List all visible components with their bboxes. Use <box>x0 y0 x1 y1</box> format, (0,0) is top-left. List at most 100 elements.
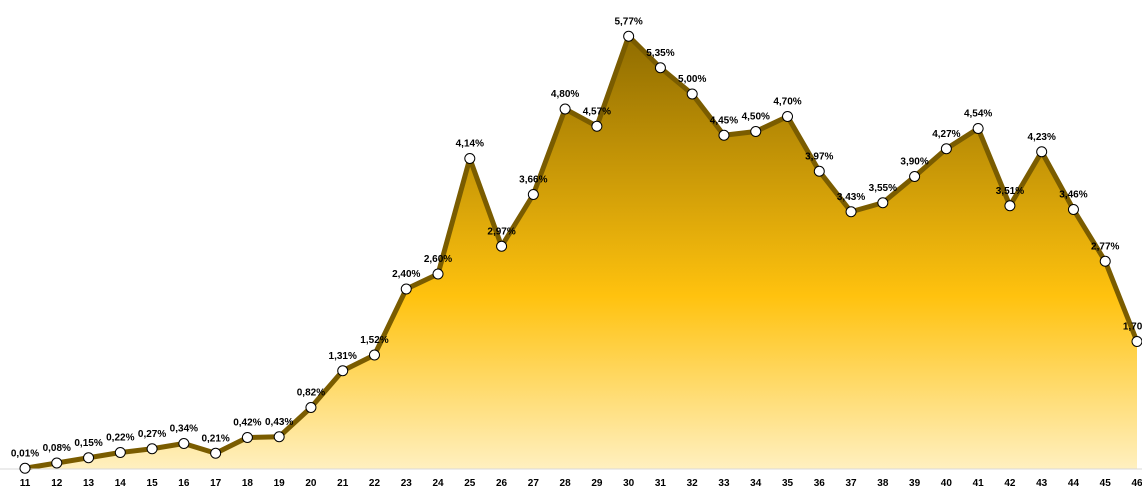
x-tick-label: 19 <box>274 478 286 486</box>
data-label: 5,77% <box>614 16 642 27</box>
data-label: 3,97% <box>805 151 833 162</box>
data-label: 4,80% <box>551 89 579 100</box>
marker <box>559 103 571 115</box>
x-tick-label: 35 <box>782 478 794 486</box>
marker <box>877 197 889 209</box>
x-tick-label: 23 <box>401 478 413 486</box>
x-tick-label: 43 <box>1036 478 1048 486</box>
marker <box>400 283 412 295</box>
x-tick-label: 18 <box>242 478 254 486</box>
data-label: 4,54% <box>964 109 992 120</box>
data-label: 0,21% <box>201 433 229 444</box>
marker <box>782 111 794 122</box>
x-tick-label: 28 <box>560 478 572 486</box>
data-label: 0,01% <box>11 448 39 459</box>
x-tick-label: 36 <box>814 478 826 486</box>
marker <box>464 153 476 164</box>
data-label: 3,46% <box>1059 190 1087 201</box>
marker <box>591 120 603 132</box>
marker <box>1099 255 1111 267</box>
data-label: 4,50% <box>742 112 770 123</box>
marker <box>241 432 253 443</box>
marker <box>972 123 984 134</box>
marker <box>750 126 762 137</box>
marker <box>83 452 95 464</box>
marker <box>1004 200 1016 212</box>
x-tick-label: 34 <box>750 478 762 486</box>
marker <box>940 143 952 155</box>
marker <box>1067 204 1079 215</box>
marker <box>623 30 635 42</box>
x-tick-label: 29 <box>591 478 603 486</box>
data-label: 1,52% <box>360 335 388 346</box>
x-tick-label: 17 <box>210 478 222 486</box>
x-tick-label: 27 <box>528 478 540 486</box>
marker <box>718 129 730 141</box>
x-tick-label: 38 <box>877 478 889 486</box>
marker <box>1131 336 1142 347</box>
data-label: 4,45% <box>710 115 738 126</box>
marker <box>432 268 444 280</box>
data-label: 4,27% <box>932 129 960 140</box>
marker <box>813 165 825 177</box>
data-label: 5,35% <box>646 48 674 59</box>
marker <box>305 402 317 413</box>
x-tick-label: 45 <box>1100 478 1112 486</box>
x-tick-label: 37 <box>845 478 857 486</box>
line <box>24 33 1140 471</box>
x-tick-label: 21 <box>337 478 349 486</box>
x-tick-label: 20 <box>305 478 317 486</box>
x-tick-label: 15 <box>147 478 159 486</box>
x-tick-label: 13 <box>83 478 95 486</box>
marker <box>273 431 285 443</box>
data-label: 2,40% <box>392 269 420 280</box>
marker <box>114 447 126 458</box>
x-tick-label: 16 <box>178 478 190 486</box>
marker <box>19 462 31 474</box>
data-label: 0,43% <box>265 417 293 428</box>
data-label: 4,70% <box>773 97 801 108</box>
marker <box>527 189 539 200</box>
data-label: 0,34% <box>170 424 198 435</box>
x-tick-label: 12 <box>51 478 63 486</box>
marker <box>496 240 508 252</box>
data-label: 3,66% <box>519 175 547 186</box>
data-label: 5,00% <box>678 74 706 85</box>
marker <box>654 62 666 74</box>
data-label: 4,14% <box>456 139 484 150</box>
marker <box>337 365 349 377</box>
x-tick-label: 25 <box>464 478 476 486</box>
data-label: 0,08% <box>43 443 71 454</box>
marker <box>909 171 921 182</box>
data-label: 1,31% <box>329 351 357 362</box>
x-tick-label: 46 <box>1131 478 1142 486</box>
x-tick-label: 24 <box>432 478 444 486</box>
data-label: 3,90% <box>900 157 928 168</box>
data-label: 3,43% <box>837 192 865 203</box>
x-tick-label: 26 <box>496 478 508 486</box>
x-tick-label: 44 <box>1068 478 1080 486</box>
x-tick-label: 41 <box>973 478 985 486</box>
marker <box>686 88 698 100</box>
data-label: 4,23% <box>1028 132 1056 143</box>
marker <box>1036 146 1048 158</box>
data-label: 3,51% <box>996 186 1024 197</box>
data-label: 1,70% <box>1123 322 1142 333</box>
x-tick-label: 39 <box>909 478 921 486</box>
x-tick-label: 14 <box>115 478 127 486</box>
data-label: 0,15% <box>74 438 102 449</box>
data-label: 2,97% <box>487 226 515 237</box>
x-tick-label: 30 <box>623 478 635 486</box>
data-label: 0,22% <box>106 433 134 444</box>
marker <box>51 457 63 469</box>
data-label: 4,57% <box>583 106 611 117</box>
area <box>25 36 1137 469</box>
marker <box>146 443 158 455</box>
x-tick-label: 32 <box>687 478 699 486</box>
x-tick-label: 11 <box>20 478 31 486</box>
data-label: 2,60% <box>424 254 452 265</box>
data-label: 0,42% <box>233 418 261 429</box>
x-tick-label: 22 <box>369 478 381 486</box>
marker <box>178 438 190 449</box>
